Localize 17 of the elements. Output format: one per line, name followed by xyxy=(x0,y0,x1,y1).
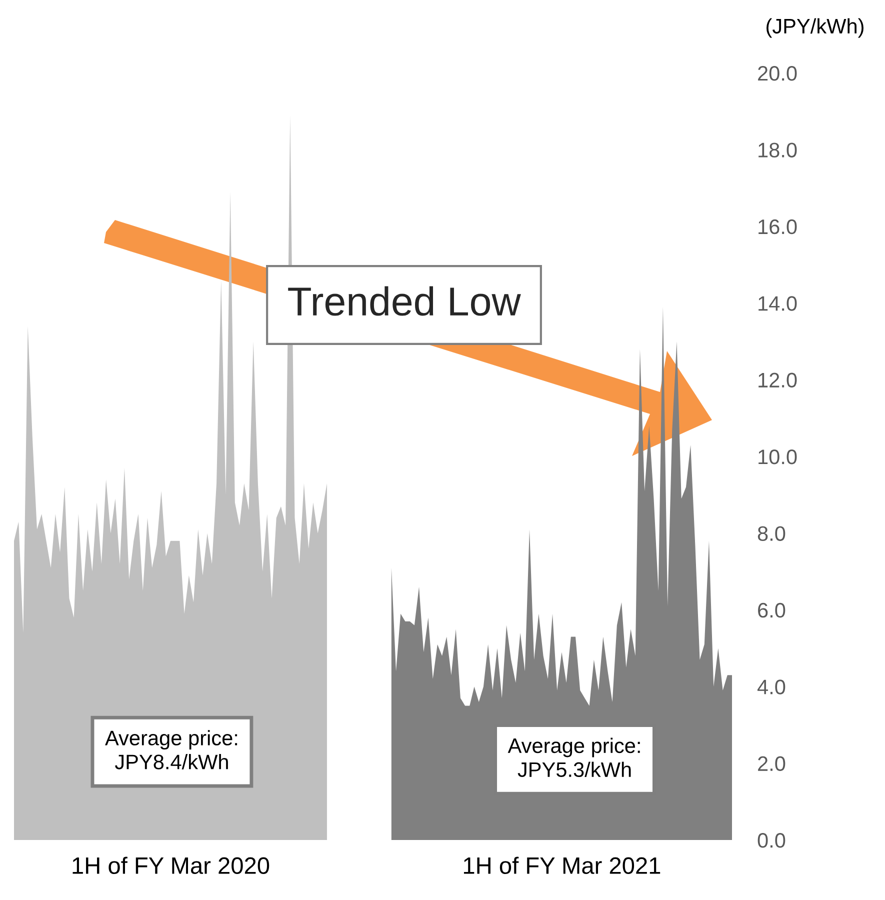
annotation: Trended Low xyxy=(288,286,521,316)
y-tick-label: 0.0 xyxy=(758,833,786,848)
annotation: Average price: JPY5.3/kWh xyxy=(508,738,640,778)
y-tick-label: 10.0 xyxy=(758,450,797,464)
y-tick-label: 8.0 xyxy=(758,526,786,541)
y-axis-title: (JPY/kWh) xyxy=(766,18,864,38)
y-tick-label: 16.0 xyxy=(758,219,797,234)
y-tick-label: 14.0 xyxy=(758,296,797,311)
y-tick-label: 6.0 xyxy=(758,602,786,618)
annotation: Average price: JPY8.4/kWh xyxy=(105,730,238,770)
y-tick-label: 4.0 xyxy=(757,680,786,694)
y-tick-label: 20.0 xyxy=(758,66,797,81)
x-tick-label: 1H of FY Mar 2021 xyxy=(464,856,660,874)
y-tick-label: 2.0 xyxy=(758,756,786,772)
x-tick-label: 1H of FY Mar 2020 xyxy=(72,856,270,874)
y-tick-label: 18.0 xyxy=(758,142,797,158)
y-tick-label: 12.0 xyxy=(758,372,797,388)
